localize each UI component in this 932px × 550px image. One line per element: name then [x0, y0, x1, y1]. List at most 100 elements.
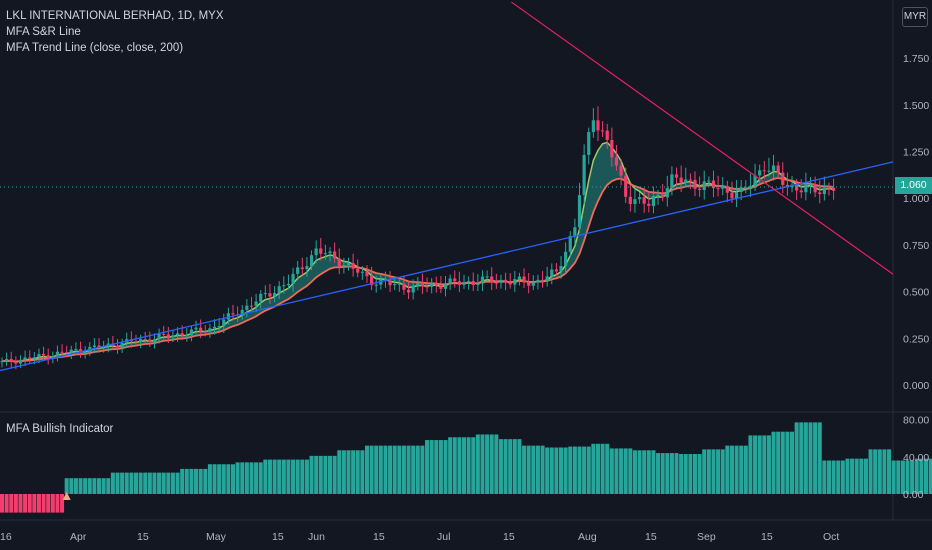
price-tick-label: 0.500	[903, 287, 929, 299]
indicator-bar	[230, 464, 236, 494]
candle-body	[781, 172, 785, 185]
candle-body	[208, 328, 212, 332]
candle-body	[268, 293, 272, 297]
indicator-bar	[702, 449, 707, 494]
symbol-title[interactable]: LKL INTERNATIONAL BERHAD, 1D, MYX	[6, 10, 224, 22]
time-tick-label: Oct	[823, 531, 839, 543]
candle-body	[194, 327, 198, 330]
candle-body	[9, 358, 13, 362]
candle-body	[702, 181, 706, 191]
candle-body	[41, 353, 46, 356]
indicator-bar	[161, 472, 166, 494]
indicator-bar	[328, 455, 333, 494]
indicator-bar	[863, 458, 868, 494]
indicator-bar	[600, 443, 605, 494]
indicator-bar	[919, 458, 924, 494]
candle-body	[351, 263, 355, 269]
indicator-bar	[13, 494, 18, 513]
indicator-bar	[794, 422, 799, 494]
indicator-bar	[411, 445, 416, 494]
grid	[0, 0, 932, 521]
candle-body	[725, 186, 729, 193]
candle-body	[185, 335, 189, 337]
bullish-signal-marker	[62, 492, 71, 500]
indicator-bar	[887, 449, 892, 494]
candle-body	[601, 130, 605, 132]
candle-body	[799, 190, 803, 193]
indicator-bar	[32, 494, 37, 513]
currency-button[interactable]: MYR	[902, 7, 928, 27]
candle-body	[624, 175, 628, 197]
indicator-bar	[267, 459, 272, 494]
indicator-bar	[92, 478, 97, 494]
candle-body	[249, 305, 254, 307]
indicator-bar	[374, 445, 379, 494]
indicator-trend-line[interactable]: MFA Trend Line (close, close, 200)	[6, 42, 184, 54]
candle-body	[471, 281, 475, 286]
indicator-bar	[286, 459, 291, 494]
candle-body	[503, 279, 508, 283]
indicator-bar	[55, 494, 60, 513]
candle-body	[199, 327, 203, 332]
indicator-bar	[429, 440, 434, 494]
candle-body	[443, 284, 448, 289]
candle-body	[32, 357, 36, 359]
candle-body	[637, 197, 642, 200]
indicator-bar	[78, 478, 83, 494]
indicator-bar	[152, 472, 157, 494]
candle-body	[286, 283, 291, 286]
indicator-tick-label: 40.00	[903, 452, 929, 464]
indicator-bar	[535, 445, 540, 494]
indicator-bar	[692, 454, 698, 494]
indicator-sr-line[interactable]: MFA S&R Line	[6, 26, 81, 38]
time-tick-label: May	[206, 531, 227, 543]
indicator-bar	[646, 450, 651, 494]
candle-body	[771, 165, 776, 171]
indicator-bar	[905, 460, 910, 494]
indicator-bar	[184, 468, 189, 494]
candle-body	[222, 319, 226, 327]
indicator-bar	[9, 494, 14, 513]
candle-body	[480, 276, 485, 284]
candle-body	[568, 235, 572, 252]
candle-body	[337, 258, 341, 267]
indicator-bar	[729, 445, 734, 494]
indicator-bar	[826, 460, 831, 494]
candle-body	[610, 139, 614, 158]
candle-body	[619, 165, 623, 176]
indicator-bar	[244, 462, 249, 494]
candle-body	[490, 276, 494, 283]
indicator-bar	[415, 445, 420, 494]
indicator-bar	[609, 448, 614, 494]
candle-body	[822, 187, 826, 195]
candle-body	[328, 251, 332, 254]
indicator-bar	[254, 462, 259, 494]
indicator-bar	[840, 460, 845, 494]
indicator-bar	[147, 472, 152, 494]
indicator-bar	[660, 453, 665, 494]
indicator-bar	[323, 455, 328, 494]
indicator-bar	[586, 446, 591, 494]
indicator-bar	[221, 464, 226, 494]
indicator-bar	[383, 445, 388, 494]
indicator-bar	[854, 458, 859, 494]
indicator-bar	[831, 460, 836, 494]
indicator-tick-label: 80.00	[903, 415, 929, 427]
indicator-bar	[397, 445, 402, 494]
sub-pane-title[interactable]: MFA Bullish Indicator	[6, 423, 114, 435]
candle-body	[587, 132, 591, 155]
indicator-bar	[23, 494, 28, 513]
indicator-bar	[300, 459, 305, 494]
candle-body	[226, 313, 230, 320]
candle-body	[642, 197, 646, 204]
indicator-bar	[175, 472, 180, 494]
indicator-bar	[762, 435, 767, 494]
candle-body	[393, 284, 397, 286]
price-tick-label: 1.250	[903, 147, 929, 159]
indicator-bar	[498, 439, 503, 494]
candle-body	[296, 267, 300, 274]
indicator-bar	[466, 437, 471, 494]
indicator-bar	[277, 459, 282, 494]
candle-body	[18, 359, 23, 364]
